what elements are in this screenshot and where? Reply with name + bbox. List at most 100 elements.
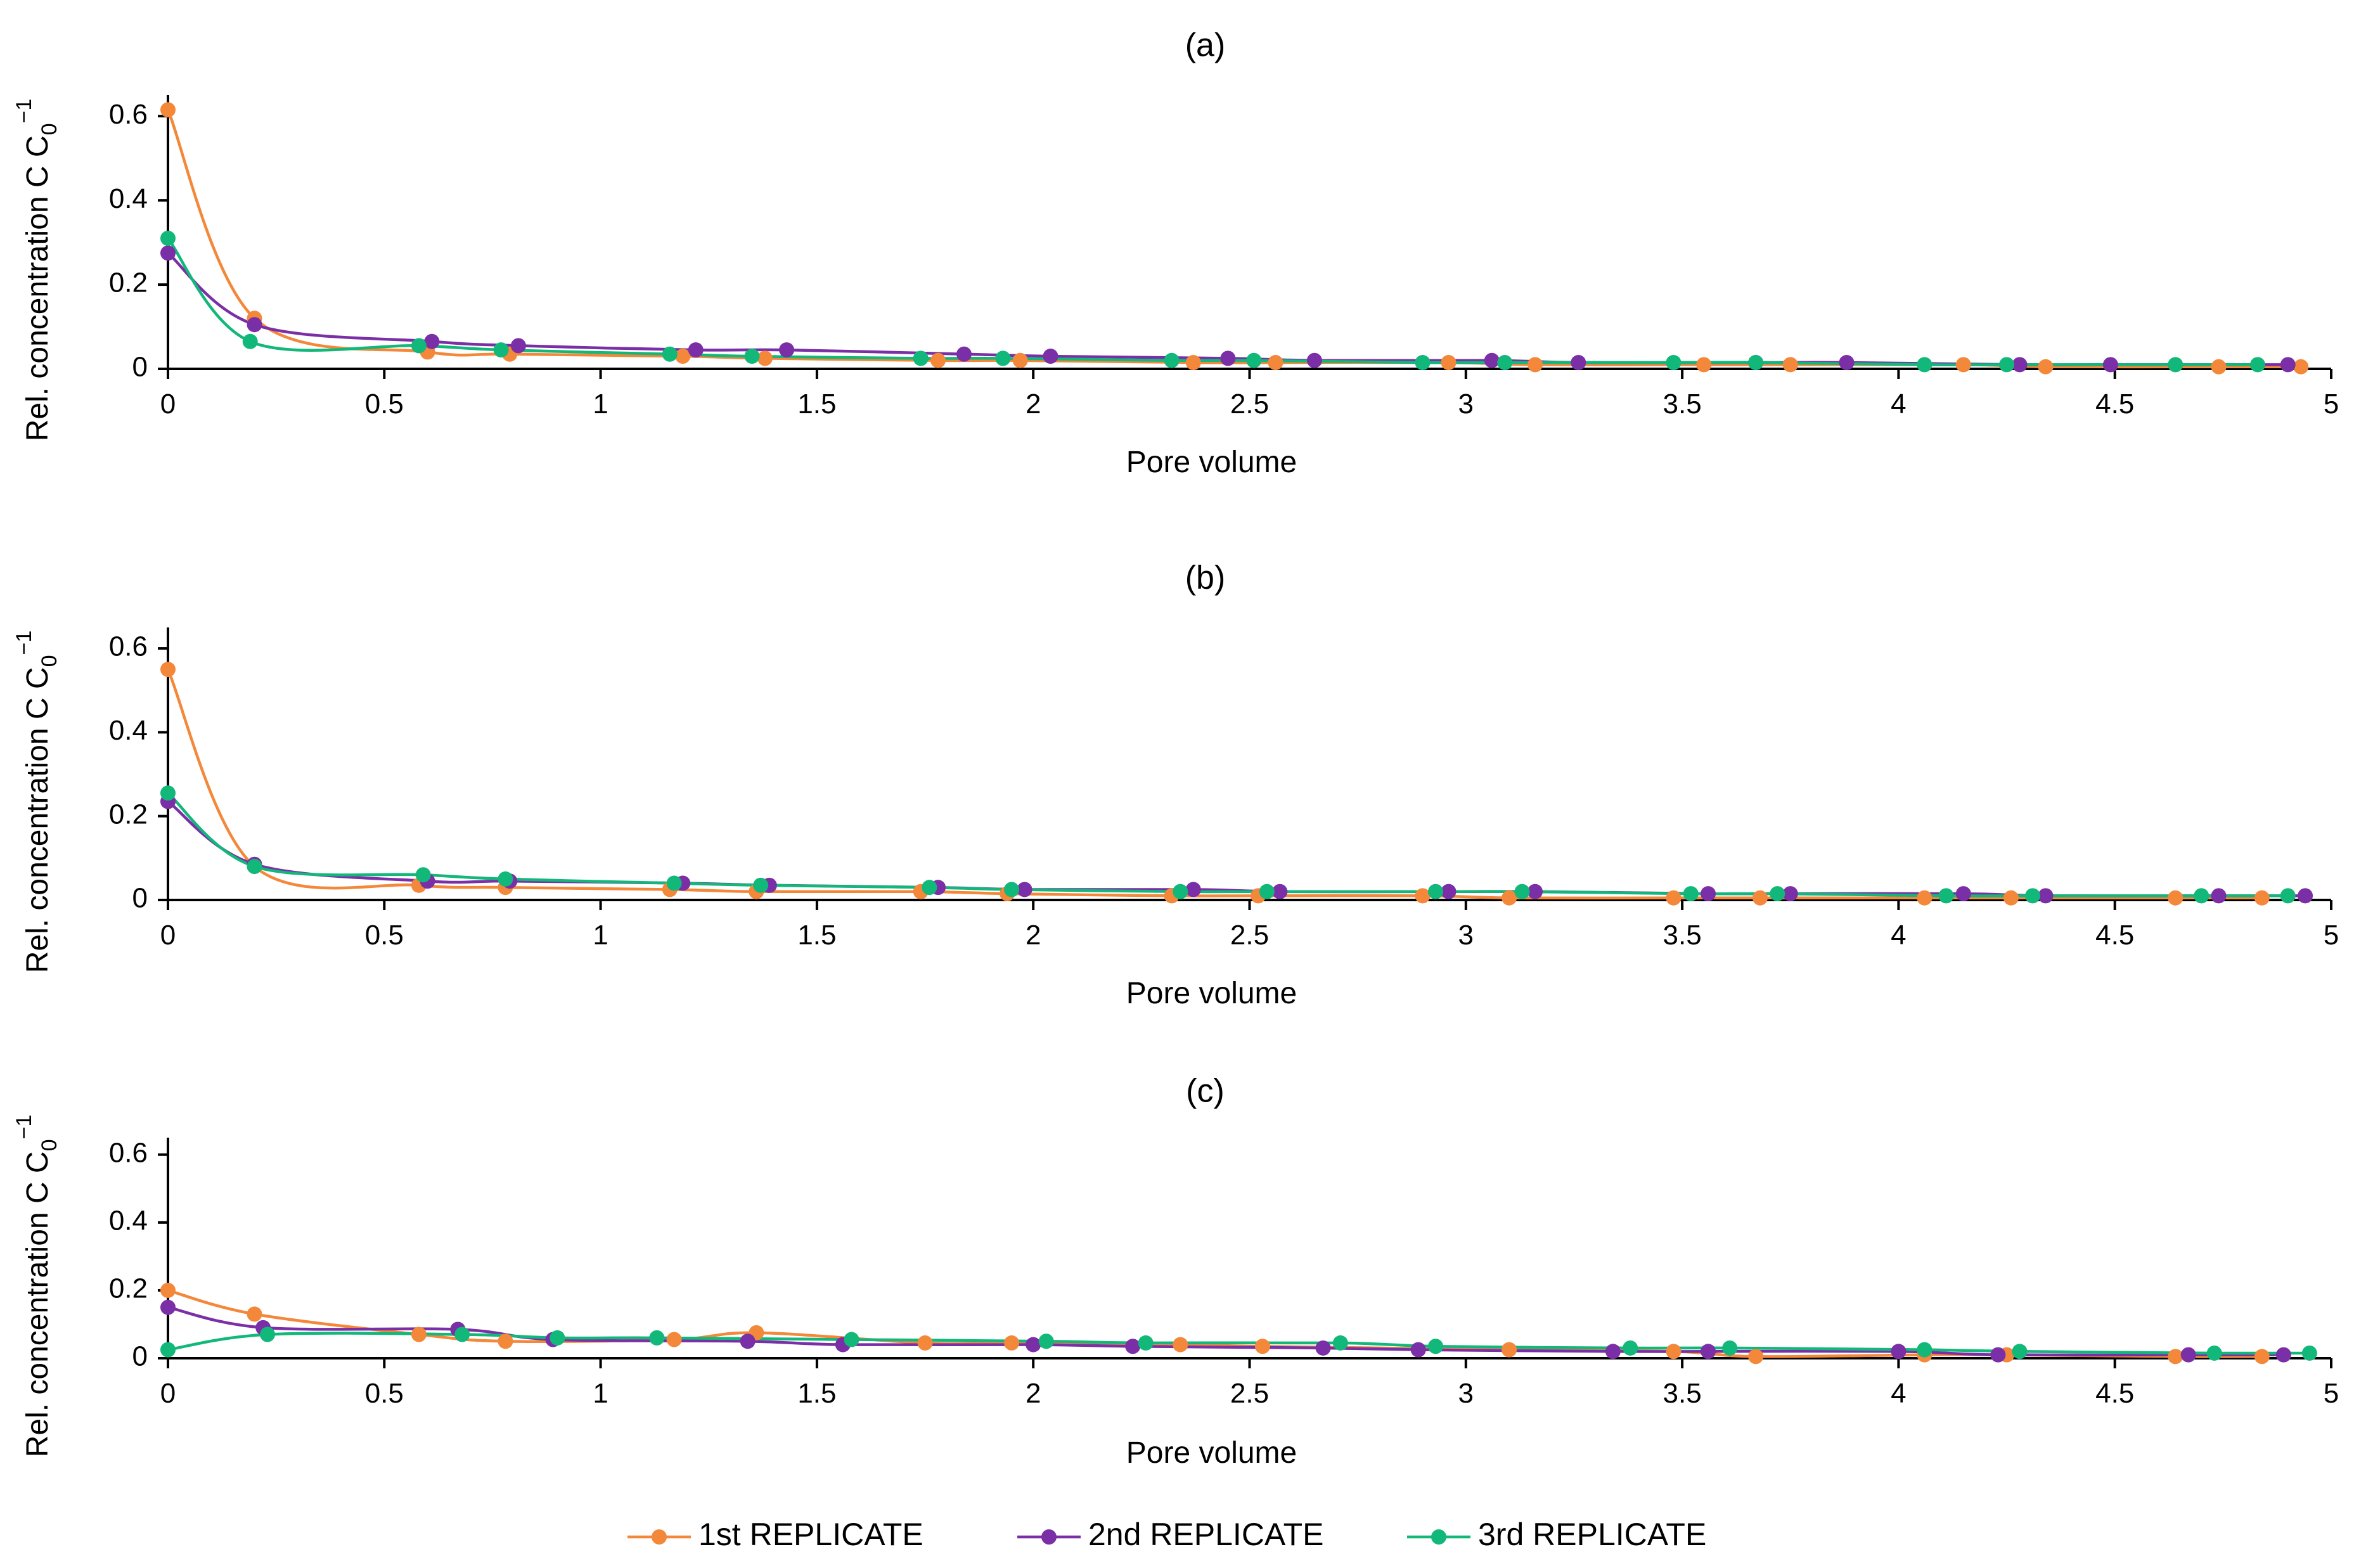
x-tick-label: 4 bbox=[1891, 920, 1906, 951]
y-tick-label: 0.4 bbox=[109, 715, 148, 746]
data-point bbox=[917, 1335, 933, 1351]
data-point bbox=[2249, 357, 2265, 373]
data-point bbox=[1666, 1344, 1682, 1359]
legend-label: 2nd REPLICATE bbox=[1088, 1517, 1323, 1552]
data-point bbox=[1571, 355, 1586, 371]
data-point bbox=[498, 1333, 513, 1349]
data-point bbox=[2180, 1347, 2196, 1363]
data-point bbox=[1484, 352, 1500, 368]
y-tick-label: 0 bbox=[132, 1341, 148, 1372]
chart-title: (a) bbox=[1185, 27, 1226, 64]
y-axis-title-main: Rel. concentration C C bbox=[21, 1151, 55, 1457]
series-line-2 bbox=[167, 800, 2305, 897]
data-point bbox=[247, 317, 262, 333]
y-tick-label: 0.2 bbox=[109, 1273, 148, 1304]
data-point bbox=[744, 349, 760, 364]
data-point bbox=[1026, 1337, 1041, 1353]
x-tick-label: 4.5 bbox=[2095, 920, 2134, 951]
data-point bbox=[913, 350, 929, 366]
data-point bbox=[1428, 1339, 1444, 1354]
data-point bbox=[2194, 888, 2209, 904]
data-point bbox=[1696, 357, 1712, 373]
data-point bbox=[1782, 886, 1798, 902]
data-point bbox=[1017, 882, 1032, 897]
data-point bbox=[493, 342, 509, 358]
data-point bbox=[1246, 352, 1262, 368]
data-point bbox=[1220, 350, 1236, 366]
series-line-1 bbox=[167, 1288, 2262, 1358]
data-point bbox=[2003, 890, 2019, 906]
x-tick-label: 0.5 bbox=[365, 920, 404, 951]
y-tick-label: 0 bbox=[132, 352, 148, 383]
data-point bbox=[454, 1327, 470, 1342]
data-point bbox=[1043, 349, 1058, 364]
data-point bbox=[2168, 890, 2184, 906]
x-axis-title: Pore volume bbox=[1126, 977, 1297, 1010]
y-tick-label: 0.4 bbox=[109, 183, 148, 214]
data-point bbox=[1306, 352, 1322, 368]
x-tick-label: 2 bbox=[1026, 920, 1041, 951]
data-point bbox=[498, 871, 513, 887]
series-markers-3 bbox=[160, 1327, 2317, 1361]
y-axis-title-subscript: 0 bbox=[37, 1139, 61, 1151]
legend: 1st REPLICATE 2nd REPLICATE 3rd REPLICATE bbox=[627, 1517, 1706, 1552]
data-point bbox=[1666, 355, 1682, 371]
y-tick-label: 0.6 bbox=[109, 631, 148, 662]
data-point bbox=[259, 1327, 275, 1342]
y-axis-title-main: Rel. concentration C C bbox=[21, 667, 55, 973]
data-point bbox=[160, 1282, 176, 1298]
data-point bbox=[2012, 357, 2028, 373]
series-markers-1 bbox=[160, 662, 2270, 906]
chart-title: (b) bbox=[1185, 560, 1226, 596]
x-tick-label: 2.5 bbox=[1230, 389, 1269, 420]
data-point bbox=[1315, 1340, 1331, 1356]
y-tick-label: 0.6 bbox=[109, 1137, 148, 1168]
x-tick-label: 0 bbox=[160, 389, 176, 420]
data-point bbox=[740, 1333, 756, 1349]
data-point bbox=[2038, 888, 2054, 904]
data-point bbox=[160, 662, 176, 678]
data-point bbox=[649, 1330, 665, 1346]
data-point bbox=[675, 349, 691, 364]
data-point bbox=[1332, 1335, 1348, 1351]
data-point bbox=[1666, 890, 1682, 906]
x-tick-label: 2 bbox=[1026, 389, 1041, 420]
data-point bbox=[247, 859, 262, 875]
legend-swatch-marker bbox=[652, 1529, 667, 1545]
data-point bbox=[2102, 357, 2118, 373]
x-tick-label: 0.5 bbox=[365, 389, 404, 420]
data-point bbox=[1955, 886, 1971, 902]
data-point bbox=[1770, 886, 1785, 902]
legend-item-2: 2nd REPLICATE bbox=[1017, 1517, 1323, 1552]
data-point bbox=[956, 346, 972, 362]
y-axis-title: Rel. concentration C C0−1 bbox=[12, 99, 61, 442]
data-point bbox=[688, 342, 704, 358]
data-point bbox=[2206, 1345, 2222, 1361]
data-point bbox=[2301, 1345, 2317, 1361]
x-tick-label: 1 bbox=[593, 920, 608, 951]
data-point bbox=[1990, 1347, 2006, 1363]
data-point bbox=[160, 245, 176, 261]
data-point bbox=[160, 230, 176, 246]
data-point bbox=[1272, 884, 1288, 899]
y-tick-label: 0 bbox=[132, 883, 148, 914]
y-axis-title: Rel. concentration C C0−1 bbox=[12, 1115, 61, 1458]
data-point bbox=[1012, 352, 1028, 368]
data-point bbox=[2298, 888, 2313, 904]
data-point bbox=[1173, 884, 1188, 899]
legend-swatch-marker bbox=[1431, 1529, 1446, 1545]
data-point bbox=[247, 1306, 262, 1322]
x-tick-label: 5 bbox=[2324, 389, 2339, 420]
data-point bbox=[1185, 355, 1201, 371]
y-tick-label: 0.4 bbox=[109, 1205, 148, 1236]
data-point bbox=[1038, 1333, 1054, 1349]
data-point bbox=[2280, 888, 2296, 904]
x-tick-label: 4 bbox=[1891, 389, 1906, 420]
data-point bbox=[2254, 1349, 2270, 1365]
data-point bbox=[1722, 1340, 1738, 1356]
x-tick-label: 3.5 bbox=[1663, 920, 1702, 951]
data-point bbox=[1782, 357, 1798, 373]
data-point bbox=[1268, 355, 1283, 371]
y-tick-label: 0.6 bbox=[109, 99, 148, 130]
